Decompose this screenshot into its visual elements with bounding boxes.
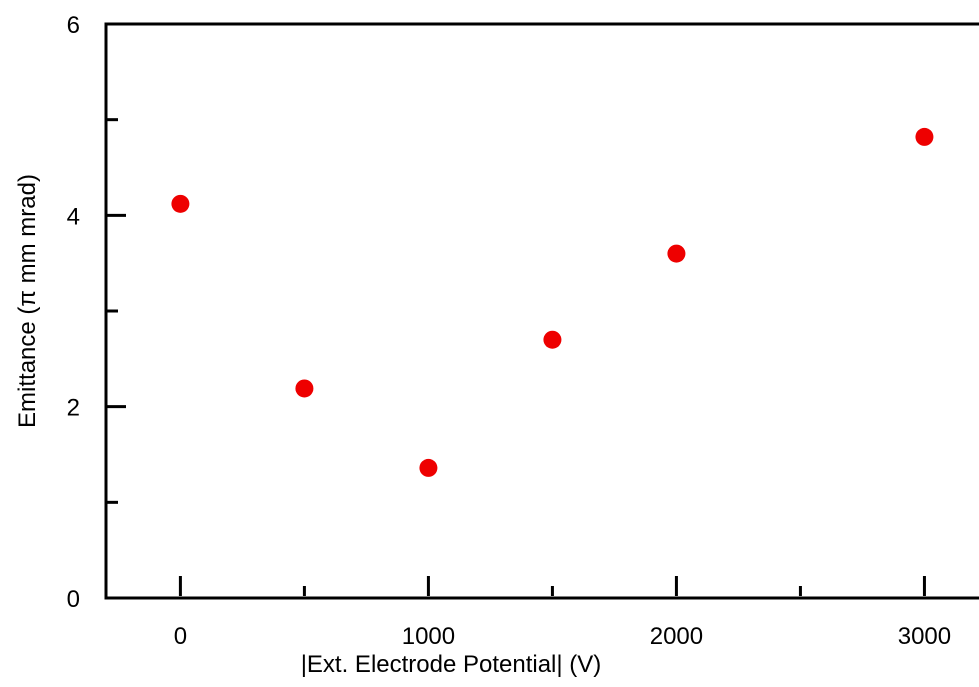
ticks-group [106,22,926,600]
data-point [915,127,934,146]
x-tick-label: 0 [174,623,187,650]
data-point [667,244,686,263]
y-tick-label: 4 [67,203,80,230]
x-axis-title: |Ext. Electrode Potential| (V) [301,651,602,678]
y-tick-label: 2 [67,395,80,422]
data-point [295,379,314,398]
tick-labels-group: 0 1000 2000 3000 0 2 4 6 [67,12,951,650]
x-tick-label: 3000 [898,623,951,650]
y-tick-label: 6 [67,12,80,39]
y-axis-title: Emittance (π mm mrad) [14,174,41,428]
data-point [171,194,190,213]
axes-frame [104,22,979,600]
data-point [419,458,438,477]
data-point [543,330,562,349]
x-tick-label: 1000 [402,623,455,650]
x-tick-label: 2000 [650,623,703,650]
y-tick-label: 0 [67,586,80,613]
data-points-group [171,127,934,477]
